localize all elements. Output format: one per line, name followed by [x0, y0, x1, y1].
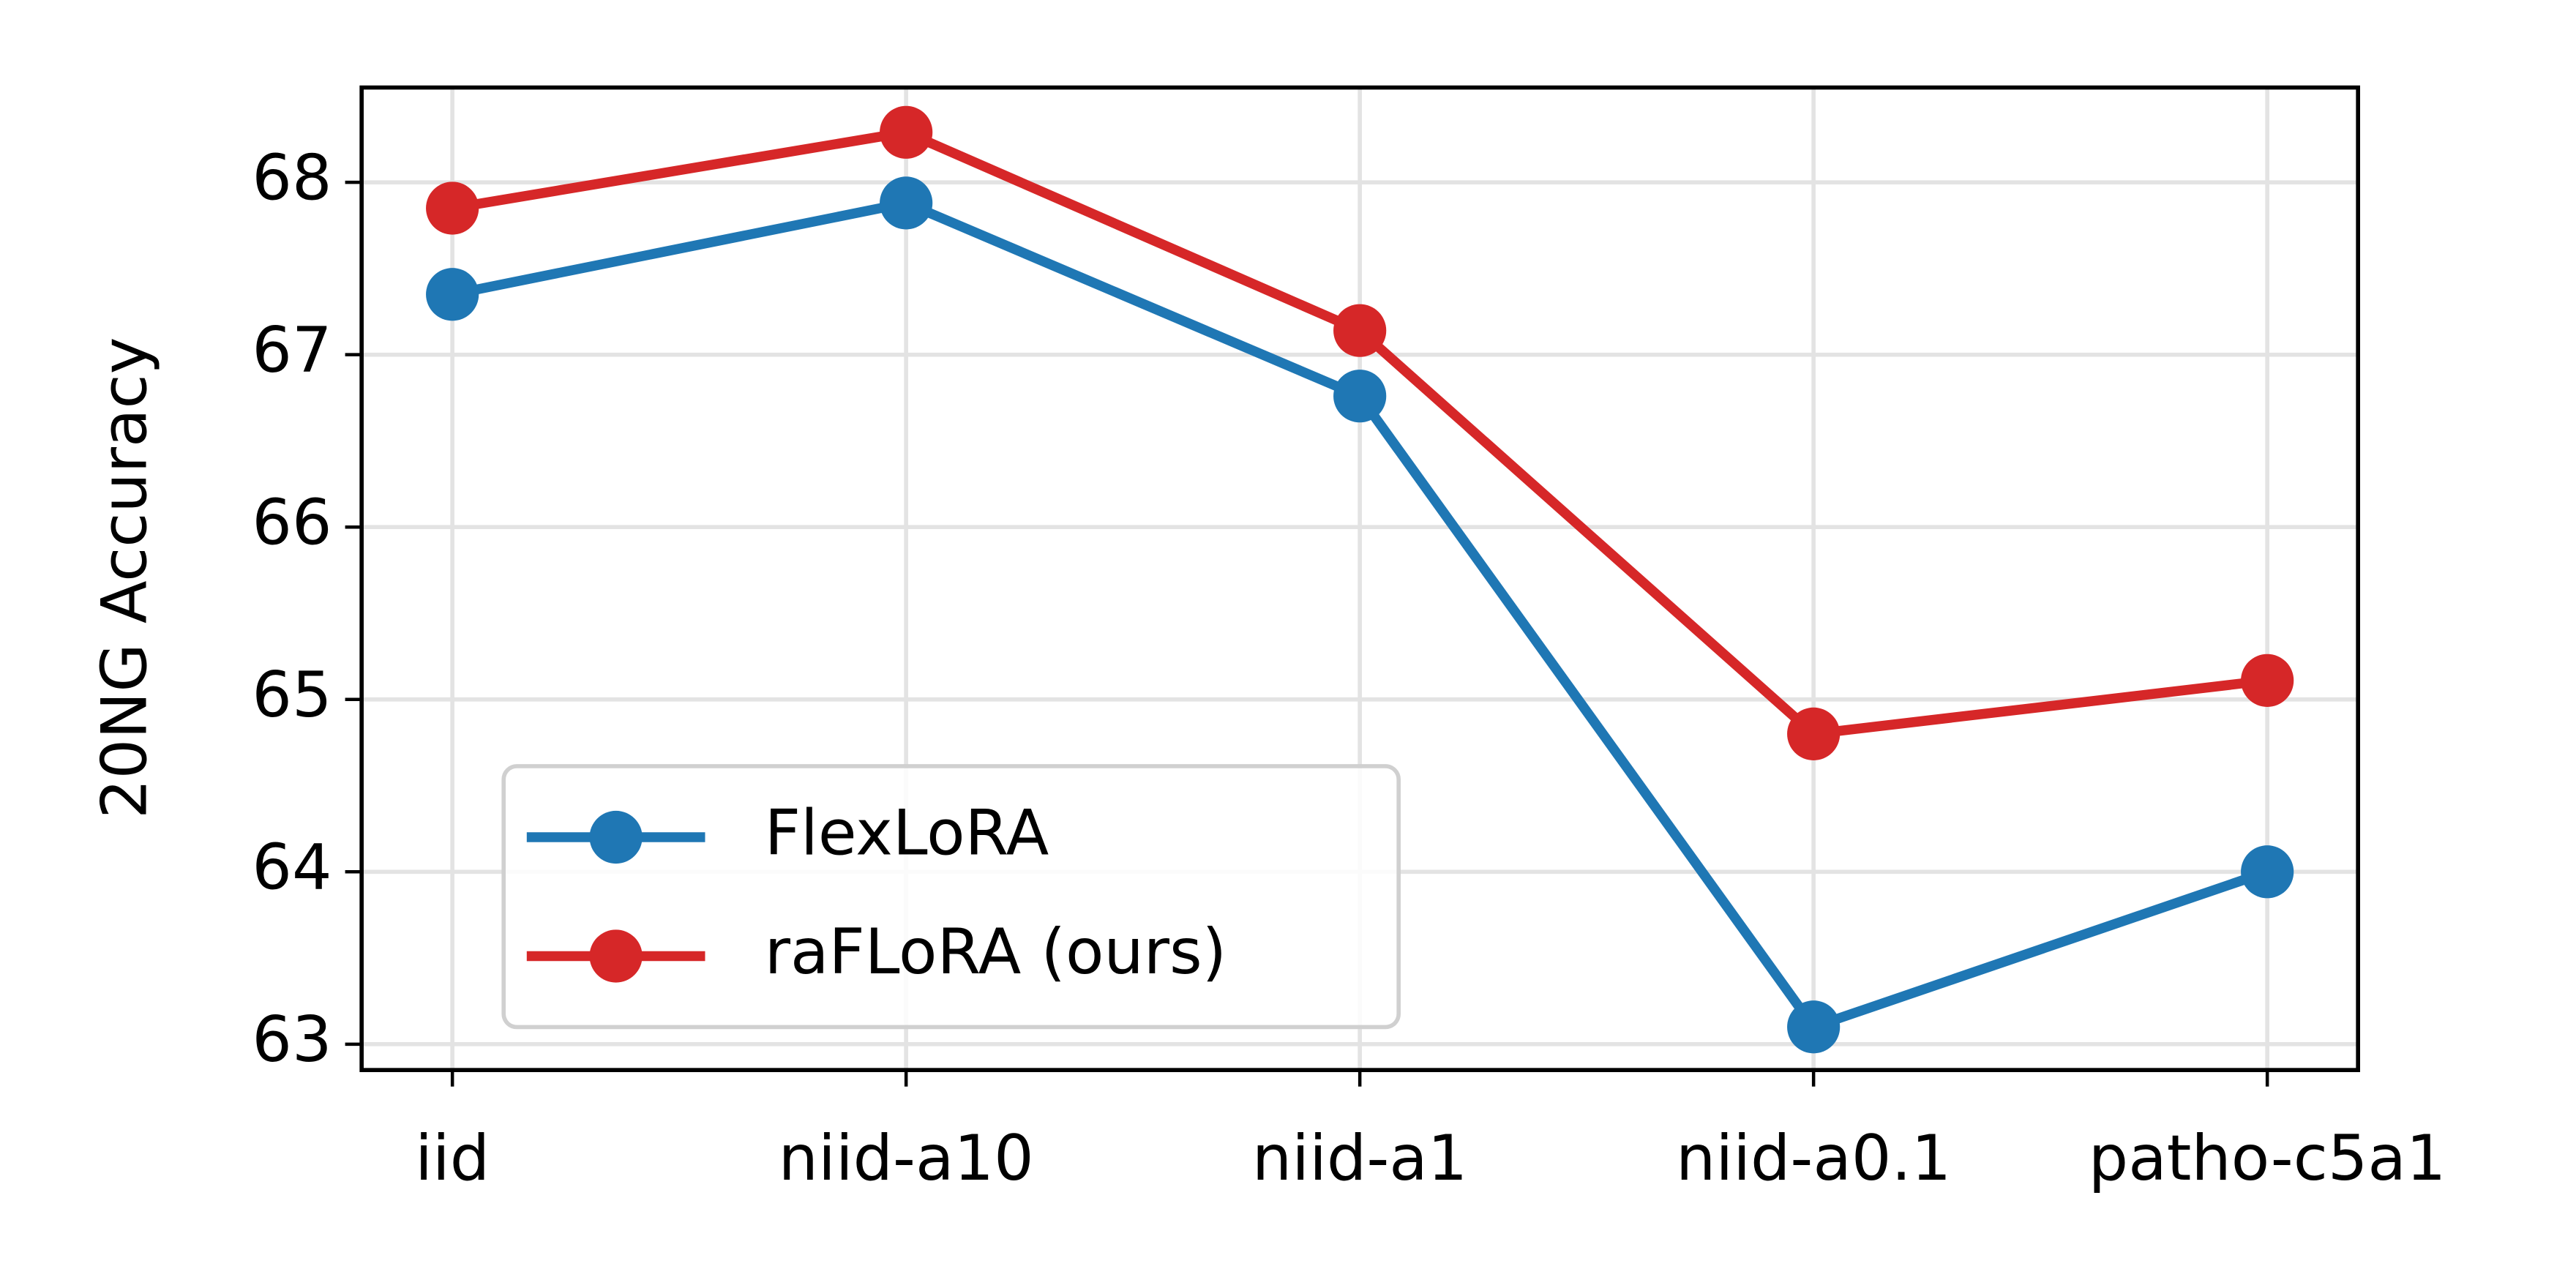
- plot-frame: [359, 85, 2360, 1072]
- legend: FlexLoRA raFLoRA (ours): [501, 764, 1401, 1030]
- y-tick-label: 67: [252, 314, 332, 387]
- x-tick-label: iid: [415, 1122, 490, 1195]
- data-point: [1333, 304, 1387, 357]
- legend-box: [501, 764, 1401, 1030]
- data-point: [426, 181, 479, 235]
- legend-marker: [589, 810, 643, 864]
- y-tick-label: 68: [252, 142, 332, 215]
- y-tick-label: 65: [252, 659, 332, 732]
- y-axis-label: 20NG Accuracy: [88, 337, 161, 819]
- y-tick-label: 64: [252, 831, 332, 905]
- data-point: [2241, 654, 2294, 707]
- legend-marker: [589, 929, 643, 983]
- x-tick-label: niid-a1: [1252, 1122, 1467, 1195]
- y-tick-label: 66: [252, 487, 332, 560]
- data-point: [1787, 1000, 1841, 1054]
- legend-label: FlexLoRA: [765, 796, 1049, 869]
- y-tick-label: 63: [252, 1003, 332, 1077]
- x-tick-label: niid-a0.1: [1676, 1122, 1951, 1195]
- data-point: [2241, 845, 2294, 899]
- data-point: [1787, 707, 1841, 760]
- x-tick-label: niid-a10: [779, 1122, 1034, 1195]
- legend-label: raFLoRA (ours): [765, 916, 1227, 989]
- data-point: [880, 176, 933, 230]
- data-point: [426, 268, 479, 321]
- x-tick-label: patho-c5a1: [2089, 1122, 2446, 1195]
- data-point: [1333, 370, 1387, 423]
- data-point: [880, 105, 933, 159]
